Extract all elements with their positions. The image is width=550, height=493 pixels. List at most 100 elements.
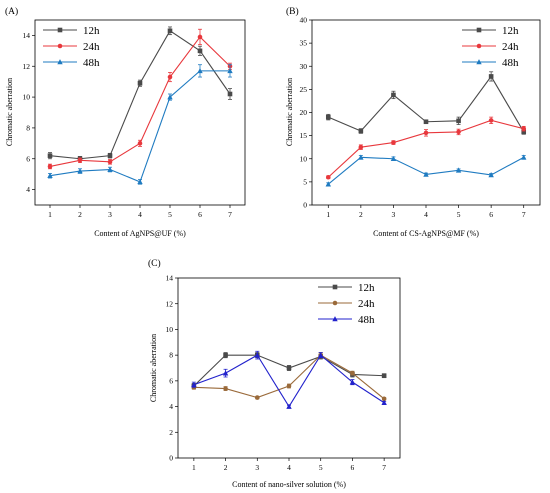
series-line [193, 354, 385, 400]
data-point [381, 373, 387, 379]
data-point [77, 168, 83, 174]
panel-label: (A) [5, 6, 18, 17]
data-point [286, 365, 292, 371]
x-tick-label: 4 [424, 210, 428, 219]
y-tick-label: 12 [23, 62, 31, 71]
series-48h [191, 350, 387, 409]
data-point [455, 167, 462, 173]
data-point [107, 159, 113, 165]
data-point [325, 181, 331, 187]
data-point [391, 140, 396, 145]
data-point [254, 352, 260, 358]
x-tick-label: 3 [392, 210, 396, 219]
y-tick-label: 15 [300, 131, 308, 140]
x-tick-label: 6 [351, 463, 355, 472]
legend-label: 12h [358, 282, 375, 294]
data-point [286, 383, 292, 389]
y-tick-label: 35 [300, 39, 308, 48]
x-tick-label: 1 [48, 210, 52, 219]
x-tick-label: 5 [319, 463, 323, 472]
data-point [227, 91, 233, 97]
data-point [137, 141, 143, 146]
series-line [49, 30, 231, 160]
x-tick-label: 2 [359, 210, 363, 219]
data-point [286, 403, 292, 409]
data-point [488, 74, 494, 79]
series-line [49, 70, 230, 183]
x-tick-label: 5 [168, 210, 172, 219]
series-line [327, 119, 524, 178]
data-point [167, 94, 173, 100]
series-48h [47, 64, 233, 185]
y-tick-label: 30 [300, 62, 308, 71]
data-point [254, 395, 260, 400]
data-point [325, 174, 331, 180]
series-line [327, 156, 524, 185]
data-point [197, 34, 203, 40]
data-point [350, 370, 355, 376]
y-tick-label: 12 [166, 299, 174, 308]
y-tick-label: 10 [300, 154, 308, 163]
legend-label: 24h [83, 41, 100, 53]
x-tick-label: 7 [522, 210, 526, 219]
data-point [390, 155, 397, 162]
y-tick-label: 0 [169, 454, 173, 463]
legend-marker [476, 27, 482, 33]
plot-frame [34, 19, 246, 206]
y-tick-label: 8 [169, 351, 173, 360]
x-axis-label: Content of nano-silver solution (%) [232, 480, 346, 489]
data-point [381, 396, 387, 402]
legend-marker [476, 59, 482, 65]
legend-marker [57, 43, 63, 49]
legend-marker [476, 43, 482, 49]
legend-label: 48h [502, 57, 519, 69]
data-point [47, 153, 53, 158]
x-tick-label: 7 [382, 463, 386, 472]
x-tick-label: 6 [489, 210, 493, 219]
x-tick-label: 4 [287, 463, 291, 472]
legend-marker [332, 300, 338, 306]
panel-label: (B) [286, 6, 299, 17]
legend-marker [57, 27, 63, 33]
series-24h [47, 28, 233, 170]
y-tick-label: 2 [169, 428, 173, 437]
x-tick-label: 5 [457, 210, 461, 219]
y-tick-label: 10 [166, 325, 174, 334]
legend-label: 12h [502, 25, 519, 37]
y-tick-label: 8 [26, 124, 30, 133]
y-tick-label: 0 [303, 201, 307, 210]
data-point [521, 129, 527, 135]
data-point [47, 172, 53, 179]
series-line [193, 354, 385, 408]
series-12h [325, 71, 527, 135]
data-point [318, 352, 324, 358]
y-axis-label: Chromatic aberration [5, 78, 14, 146]
data-point [521, 126, 527, 131]
x-axis-label: Content of AgNPS@UF (%) [94, 229, 186, 238]
data-point [358, 128, 364, 134]
chart-panel-2: (B) 1 2 3 4 5 6 7 0 5 10 15 20 25 30 35 40 Content of CS-… [285, 6, 541, 238]
data-point [456, 129, 461, 135]
x-tick-label: 7 [228, 210, 232, 219]
data-point [197, 67, 203, 74]
legend-marker [332, 316, 338, 322]
data-point [358, 144, 364, 150]
x-tick-label: 6 [198, 210, 202, 219]
y-tick-label: 4 [26, 185, 30, 194]
series-24h [325, 116, 527, 180]
data-point [325, 114, 331, 120]
legend-label: 48h [83, 57, 100, 69]
data-point [222, 370, 229, 376]
y-tick-label: 40 [300, 16, 308, 25]
y-axis-label: Chromatic aberration [149, 334, 158, 402]
x-tick-label: 2 [224, 463, 228, 472]
data-point [77, 157, 83, 163]
y-tick-label: 5 [303, 177, 307, 186]
data-point [107, 166, 113, 172]
y-tick-label: 25 [300, 85, 308, 94]
data-point [137, 178, 143, 185]
data-point [137, 80, 143, 86]
data-point [488, 118, 494, 123]
data-point [423, 171, 429, 177]
